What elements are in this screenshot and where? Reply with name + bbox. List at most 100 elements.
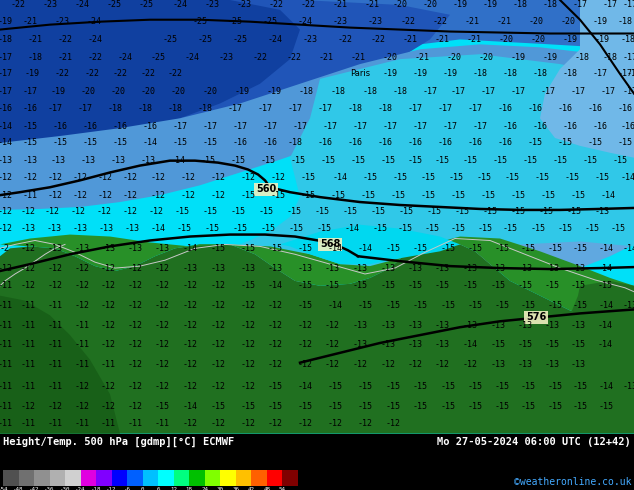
- Text: -15: -15: [545, 281, 559, 290]
- Text: -14: -14: [297, 382, 313, 391]
- Text: -15: -15: [451, 224, 465, 233]
- Text: -13: -13: [101, 244, 115, 253]
- Text: -11: -11: [20, 341, 36, 349]
- Text: -13: -13: [297, 264, 313, 272]
- Text: -15: -15: [441, 244, 455, 253]
- Text: -15: -15: [522, 156, 538, 165]
- Text: -12: -12: [101, 382, 115, 391]
- Text: -13: -13: [408, 264, 422, 272]
- Text: -17: -17: [318, 104, 332, 113]
- Text: -12: -12: [150, 191, 165, 199]
- Text: -18: -18: [363, 87, 377, 96]
- Text: -15: -15: [297, 244, 313, 253]
- Text: -12: -12: [183, 341, 198, 349]
- Text: -15: -15: [172, 138, 188, 147]
- Polygon shape: [540, 0, 634, 158]
- Text: -13: -13: [0, 156, 13, 165]
- Bar: [205, 470, 221, 486]
- Text: -15: -15: [112, 138, 127, 147]
- Text: -14: -14: [358, 244, 373, 253]
- Text: -24: -24: [184, 52, 200, 62]
- Text: -17: -17: [287, 104, 302, 113]
- Text: -15: -15: [231, 207, 245, 217]
- Text: -21: -21: [332, 0, 347, 9]
- Text: -14: -14: [597, 264, 612, 272]
- Text: -25: -25: [262, 17, 278, 26]
- Text: -12: -12: [75, 281, 89, 290]
- Text: 54: 54: [279, 487, 286, 490]
- Text: Height/Temp. 500 hPa [gdmp][°C] ECMWF: Height/Temp. 500 hPa [gdmp][°C] ECMWF: [3, 437, 234, 447]
- Text: -15: -15: [288, 224, 304, 233]
- Polygon shape: [220, 54, 634, 284]
- Polygon shape: [0, 0, 634, 118]
- Text: -13: -13: [110, 156, 126, 165]
- Text: -23: -23: [332, 17, 347, 26]
- Text: -15: -15: [467, 401, 482, 411]
- Text: -23: -23: [236, 0, 252, 9]
- Polygon shape: [280, 225, 460, 264]
- Text: -17: -17: [541, 87, 555, 96]
- Text: -12: -12: [48, 264, 63, 272]
- Text: -16: -16: [0, 104, 13, 113]
- Text: -17: -17: [408, 104, 422, 113]
- Text: 18: 18: [186, 487, 193, 490]
- Text: -15: -15: [200, 156, 216, 165]
- Text: -14: -14: [0, 138, 13, 147]
- Text: -14: -14: [171, 156, 186, 165]
- Text: -24: -24: [86, 17, 101, 26]
- Text: -15: -15: [612, 156, 628, 165]
- Text: -15: -15: [491, 281, 505, 290]
- Text: -13: -13: [434, 341, 450, 349]
- Text: -11: -11: [0, 281, 13, 290]
- Text: -15: -15: [301, 173, 316, 182]
- Text: -19: -19: [482, 0, 498, 9]
- Text: -17: -17: [481, 87, 496, 96]
- Text: -15: -15: [567, 207, 581, 217]
- Text: -15: -15: [316, 224, 332, 233]
- Text: -15: -15: [259, 207, 273, 217]
- Text: -14: -14: [600, 191, 616, 199]
- Text: -15: -15: [548, 382, 562, 391]
- Text: -15: -15: [521, 301, 536, 310]
- Text: -16: -16: [467, 138, 482, 147]
- Text: -13: -13: [210, 264, 226, 272]
- Text: -18: -18: [392, 87, 408, 96]
- Text: -15: -15: [548, 244, 562, 253]
- Bar: [236, 470, 252, 486]
- Text: -23: -23: [368, 17, 382, 26]
- Text: -13: -13: [98, 224, 113, 233]
- Text: -13: -13: [353, 321, 368, 330]
- Text: -17: -17: [382, 122, 398, 131]
- Text: -15: -15: [22, 122, 37, 131]
- Text: -12: -12: [183, 321, 198, 330]
- Polygon shape: [0, 235, 634, 325]
- Text: -13: -13: [571, 321, 586, 330]
- Text: -13: -13: [462, 264, 477, 272]
- Text: -19: -19: [543, 52, 557, 62]
- Text: -15: -15: [467, 382, 482, 391]
- Text: -17: -17: [623, 87, 634, 96]
- Text: -12: -12: [127, 341, 143, 349]
- Text: -15: -15: [202, 138, 217, 147]
- Text: -15: -15: [517, 281, 533, 290]
- Text: -24: -24: [172, 0, 188, 9]
- Text: 36: 36: [233, 487, 240, 490]
- Text: -12: -12: [358, 419, 373, 428]
- Text: -17: -17: [22, 87, 37, 96]
- Text: -11: -11: [20, 419, 36, 428]
- Text: -12: -12: [268, 341, 283, 349]
- Text: -15: -15: [398, 224, 413, 233]
- Text: -20: -20: [382, 52, 398, 62]
- Text: -12: -12: [20, 281, 36, 290]
- Text: -12: -12: [0, 207, 13, 217]
- Text: -18: -18: [287, 138, 302, 147]
- Text: -16: -16: [593, 122, 607, 131]
- Text: -12: -12: [181, 173, 195, 182]
- Text: -18: -18: [618, 17, 633, 26]
- Text: -12: -12: [107, 487, 117, 490]
- Text: -12: -12: [181, 191, 195, 199]
- Text: -20: -20: [498, 35, 514, 44]
- Text: -12: -12: [101, 401, 115, 411]
- Text: -14: -14: [328, 244, 342, 253]
- Text: -11: -11: [48, 419, 63, 428]
